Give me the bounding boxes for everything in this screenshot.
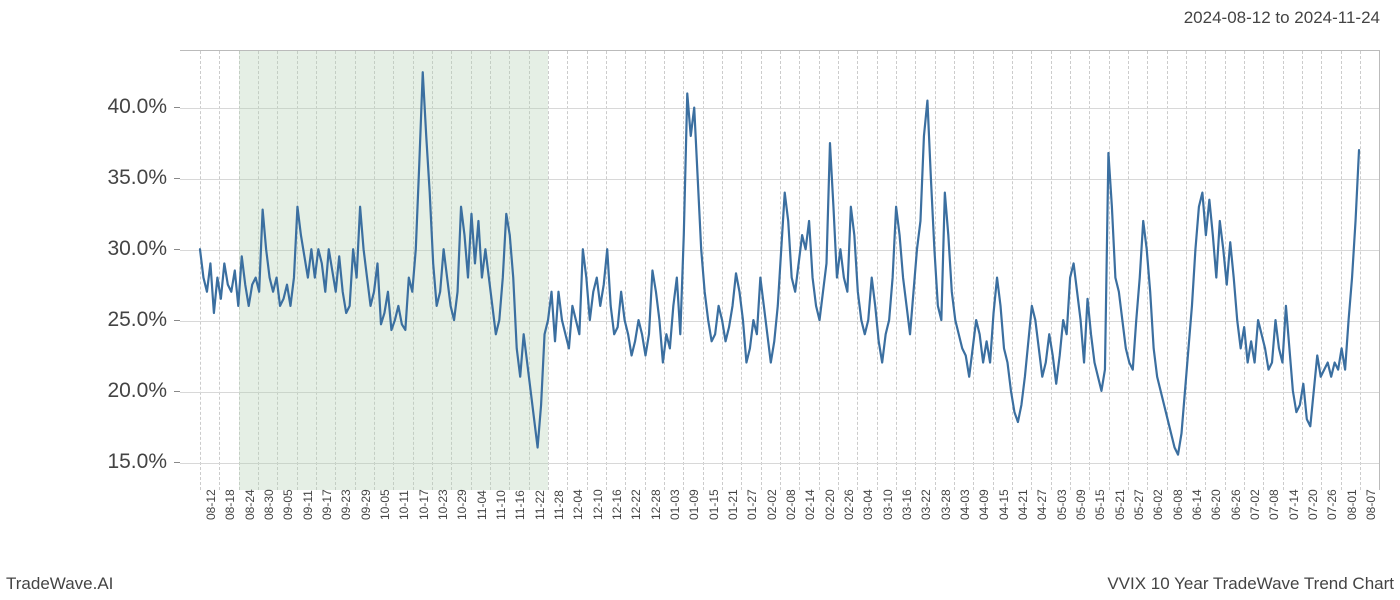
x-tick-label: 02-14: [803, 489, 817, 520]
x-tick-label: 11-16: [513, 490, 527, 520]
x-tick-label: 06-14: [1190, 489, 1204, 520]
x-tick-label: 08-07: [1364, 489, 1378, 520]
x-tick-label: 09-17: [320, 489, 334, 520]
x-tick-label: 11-04: [475, 490, 489, 520]
trend-line: [200, 72, 1359, 454]
x-tick-label: 02-26: [842, 489, 856, 520]
x-tick-label: 10-17: [417, 489, 431, 520]
x-tick-label: 06-26: [1229, 489, 1243, 520]
x-tick-label: 10-05: [378, 489, 392, 520]
x-tick-label: 03-16: [900, 489, 914, 520]
x-tick-label: 10-23: [436, 489, 450, 520]
x-tick-label: 11-10: [494, 490, 508, 520]
y-tick-label: 15.0%: [107, 450, 167, 474]
chart-plot-area: [180, 50, 1380, 490]
y-axis: 15.0% 20.0% 25.0% 30.0% 35.0% 40.0%: [0, 50, 175, 490]
x-tick-label: 05-21: [1113, 489, 1127, 520]
x-tick-label: 10-29: [455, 489, 469, 520]
x-tick-label: 04-03: [958, 489, 972, 520]
x-tick-label: 05-03: [1055, 489, 1069, 520]
x-tick-label: 05-27: [1132, 489, 1146, 520]
x-tick-label: 10-11: [397, 490, 411, 520]
x-tick-label: 09-11: [301, 490, 315, 520]
x-tick-label: 12-22: [629, 489, 643, 520]
x-tick-label: 07-14: [1287, 489, 1301, 520]
x-tick-label: 08-24: [243, 489, 257, 520]
x-tick-label: 01-27: [745, 489, 759, 520]
x-tick-label: 06-02: [1151, 489, 1165, 520]
x-tick-label: 01-03: [668, 489, 682, 520]
x-tick-label: 09-23: [339, 489, 353, 520]
x-tick-label: 02-02: [765, 489, 779, 520]
x-tick-label: 07-08: [1267, 489, 1281, 520]
x-tick-label: 04-21: [1016, 489, 1030, 520]
footer-brand: TradeWave.AI: [6, 574, 113, 594]
x-tick-label: 03-28: [939, 489, 953, 520]
x-tick-label: 09-29: [359, 489, 373, 520]
x-tick-label: 01-09: [687, 489, 701, 520]
x-tick-label: 04-09: [977, 489, 991, 520]
x-tick-label: 02-08: [784, 489, 798, 520]
x-tick-label: 08-18: [223, 489, 237, 520]
x-tick-label: 03-10: [881, 489, 895, 520]
x-tick-label: 01-15: [707, 489, 721, 520]
x-tick-label: 02-20: [823, 489, 837, 520]
x-tick-label: 09-05: [281, 489, 295, 520]
x-tick-label: 12-10: [591, 489, 605, 520]
x-tick-label: 08-30: [262, 489, 276, 520]
x-tick-label: 06-20: [1209, 489, 1223, 520]
footer-chart-title: VVIX 10 Year TradeWave Trend Chart: [1107, 574, 1394, 594]
x-tick-label: 06-08: [1171, 489, 1185, 520]
x-tick-label: 12-28: [649, 489, 663, 520]
x-tick-label: 11-22: [533, 490, 547, 520]
x-axis: 08-1208-1808-2408-3009-0509-1109-1709-23…: [180, 494, 1380, 554]
x-tick-label: 07-20: [1306, 489, 1320, 520]
y-tick-label: 25.0%: [107, 308, 167, 332]
x-tick-label: 03-22: [919, 489, 933, 520]
x-tick-label: 12-16: [610, 489, 624, 520]
y-tick-label: 20.0%: [107, 379, 167, 403]
x-tick-label: 05-15: [1093, 489, 1107, 520]
x-tick-label: 07-26: [1325, 489, 1339, 520]
x-tick-label: 04-27: [1035, 489, 1049, 520]
x-tick-label: 01-21: [726, 489, 740, 520]
date-range-label: 2024-08-12 to 2024-11-24: [1184, 8, 1380, 28]
x-tick-label: 11-28: [552, 490, 566, 520]
y-tick-label: 40.0%: [107, 95, 167, 119]
line-chart-svg: [180, 51, 1379, 490]
y-tick-label: 30.0%: [107, 237, 167, 261]
x-tick-label: 08-01: [1345, 489, 1359, 520]
x-tick-label: 03-04: [861, 489, 875, 520]
x-tick-label: 12-04: [571, 489, 585, 520]
x-tick-label: 04-15: [997, 489, 1011, 520]
x-tick-label: 08-12: [204, 489, 218, 520]
x-tick-label: 07-02: [1248, 489, 1262, 520]
x-tick-label: 05-09: [1074, 489, 1088, 520]
y-tick-label: 35.0%: [107, 166, 167, 190]
